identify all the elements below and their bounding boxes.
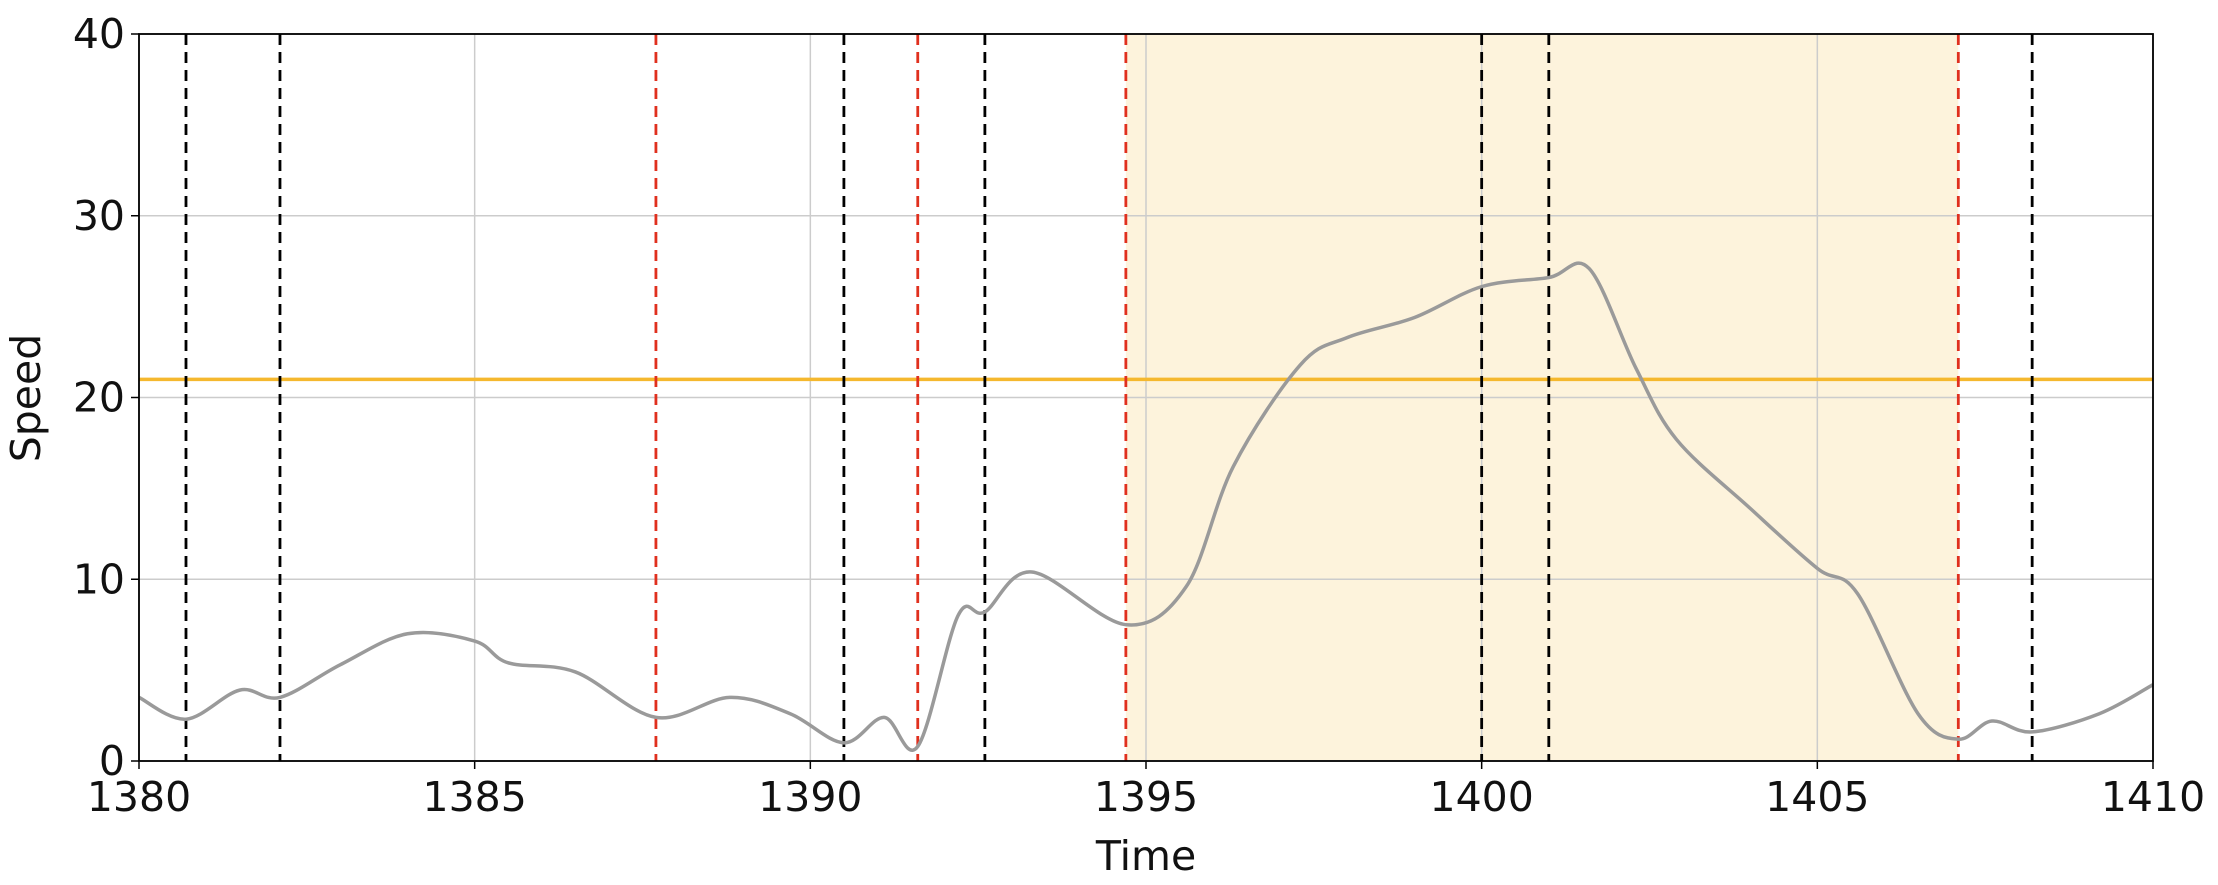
x-tick-label: 1385 (422, 773, 526, 821)
x-axis-label: Time (1095, 832, 1196, 880)
x-tick-label: 1400 (1429, 773, 1533, 821)
plot-frame (138, 33, 2154, 762)
y-tick-label: 40 (73, 10, 125, 58)
y-tick-label: 20 (73, 374, 125, 422)
speed-line (138, 261, 2154, 752)
x-tick-label: 1395 (1094, 773, 1198, 821)
x-tick-label: 1390 (758, 773, 862, 821)
x-tick-label: 1405 (1765, 773, 1869, 821)
y-tick-label: 10 (73, 555, 125, 603)
y-axis-label: Speed (2, 334, 50, 463)
y-tick-label: 30 (73, 192, 125, 240)
y-tick-label: 0 (99, 737, 125, 785)
x-tick-label: 1410 (2101, 773, 2205, 821)
x-tick-label: 1380 (87, 773, 191, 821)
